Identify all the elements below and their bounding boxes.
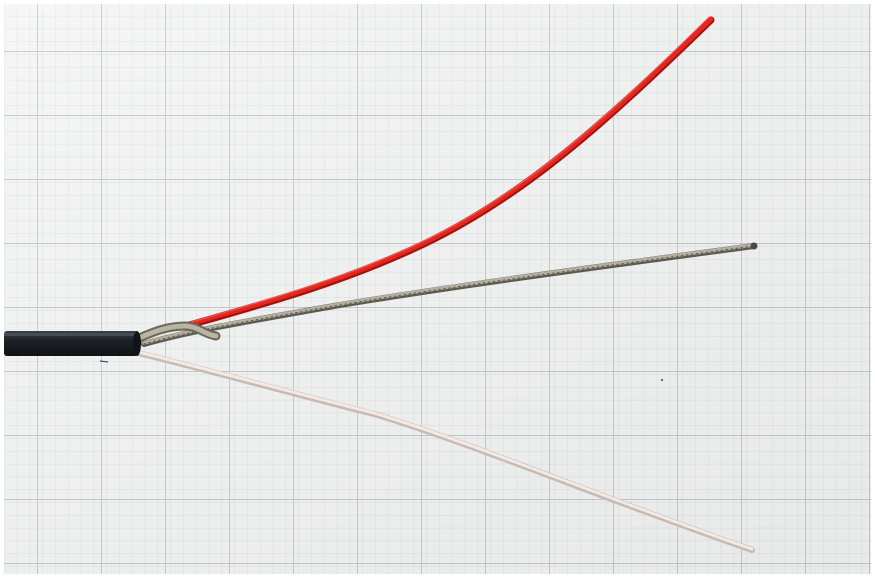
- clear-insulated-wire: [135, 350, 755, 553]
- cable-jacket: [4, 331, 141, 363]
- braid-twist: [127, 321, 221, 346]
- cable-photo: [4, 4, 871, 574]
- paper-speck: [660, 378, 664, 382]
- photo: [4, 4, 871, 574]
- red-insulated-wire: [182, 16, 715, 330]
